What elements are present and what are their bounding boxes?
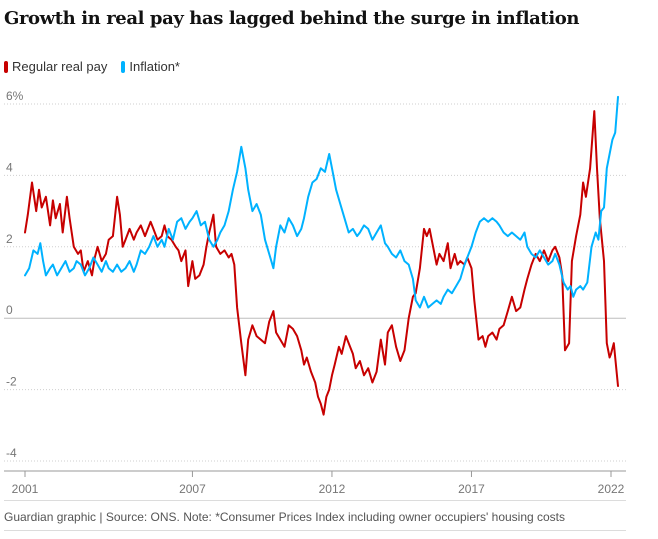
source-note: Guardian graphic | Source: ONS. Note: *C…	[4, 510, 566, 524]
x-tick-label: 2017	[458, 482, 485, 496]
legend-label-inflation: Inflation*	[129, 59, 180, 74]
chart-title: Growth in real pay has lagged behind the…	[4, 8, 580, 29]
series-line-inflation	[24, 95, 619, 309]
legend-swatch-pay	[4, 60, 8, 73]
y-tick-label: 0	[6, 303, 13, 317]
y-tick-label: 2	[6, 232, 13, 246]
bottom-divider	[4, 530, 626, 531]
legend-item-pay: Regular real pay	[4, 59, 107, 74]
x-tick-label: 2012	[319, 482, 346, 496]
series-line-regular-real-pay	[24, 110, 619, 416]
x-tick-label: 2022	[598, 482, 625, 496]
y-tick-label: -2	[6, 375, 17, 389]
footer-divider	[4, 500, 626, 501]
legend-label-pay: Regular real pay	[12, 59, 108, 74]
y-tick-label: 4	[6, 160, 13, 174]
x-tick-label: 2001	[12, 482, 39, 496]
x-tick-label: 2007	[179, 482, 206, 496]
y-tick-label: -4	[6, 446, 17, 460]
y-tick-label: 6%	[6, 89, 24, 103]
line-chart: 6% 4 2 0 -2 -4 2001 2007 2012 2017 2022	[4, 89, 626, 496]
legend-item-inflation: Inflation*	[121, 59, 180, 74]
legend: Regular real pay Inflation*	[4, 59, 180, 74]
legend-swatch-inflation	[121, 60, 126, 73]
